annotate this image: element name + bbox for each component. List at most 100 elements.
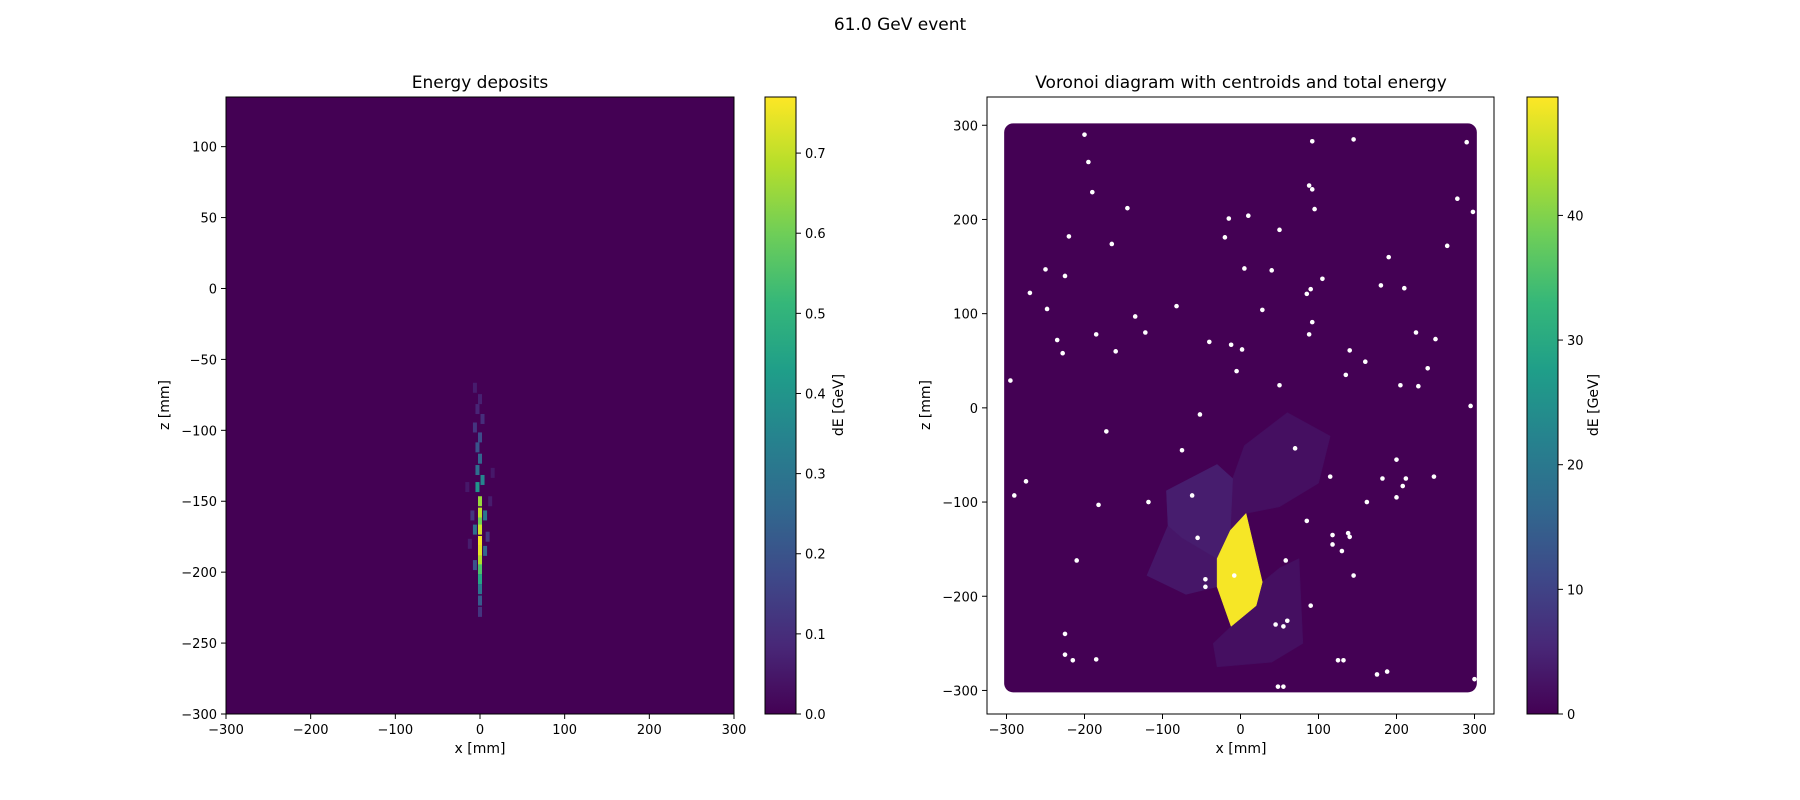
energy-deposit-bin <box>475 442 480 453</box>
centroid-point <box>1062 652 1068 657</box>
centroid-point <box>1285 618 1290 624</box>
centroid-point <box>1374 672 1380 677</box>
x-tick-label: 0 <box>1236 723 1244 738</box>
centroid-point <box>1433 336 1438 342</box>
voronoi-colorbar: 0 10 20 30 40 dE [GeV] <box>1526 96 1602 723</box>
colorbar-tick-label: 20 <box>1567 459 1584 474</box>
colorbar-tick-label: 0.3 <box>805 468 826 483</box>
x-tick-label: −300 <box>989 723 1025 738</box>
y-tick-label: −200 <box>181 566 217 581</box>
centroid-point <box>1246 213 1251 218</box>
colorbar-tick-label: 0.4 <box>805 387 826 402</box>
centroid-point <box>1327 474 1333 479</box>
centroid-point <box>1179 447 1185 453</box>
centroid-point <box>1330 542 1335 547</box>
centroid-point <box>1228 342 1234 348</box>
energy-deposit-bin <box>478 595 482 606</box>
centroid-point <box>1394 457 1399 462</box>
centroid-point <box>1320 276 1325 282</box>
energy-deposit-bin <box>478 584 482 595</box>
x-tick-label: −100 <box>377 723 413 738</box>
centroid-point <box>1146 499 1151 505</box>
y-tick-label: −300 <box>181 708 217 723</box>
energy-deposit-bin <box>478 507 482 518</box>
energy-deposits-ylabel: z [mm] <box>157 380 173 430</box>
centroid-point <box>1281 624 1286 629</box>
left-colorbar-label: dE [GeV] <box>831 374 847 436</box>
y-tick-label: −200 <box>942 590 978 605</box>
centroid-point <box>1281 684 1286 689</box>
centroid-point <box>1343 372 1349 378</box>
energy-deposit-bin <box>485 531 490 542</box>
energy-deposits-title: Energy deposits <box>412 73 549 93</box>
energy-deposit-bin <box>467 538 472 549</box>
x-tick-label: −200 <box>1067 723 1103 738</box>
centroid-point <box>1062 631 1068 637</box>
centroid-point <box>1043 267 1048 272</box>
centroid-point <box>1082 132 1087 137</box>
right-colorbar-label: dE [GeV] <box>1586 374 1602 436</box>
centroid-point <box>1351 137 1356 142</box>
energy-deposit-bin <box>472 524 477 535</box>
centroid-point <box>1403 476 1409 481</box>
centroid-point <box>1444 243 1450 249</box>
energy-deposit-bin <box>478 496 482 507</box>
centroid-point <box>1273 622 1278 627</box>
voronoi-y-ticks: −300 −200 −100 0 100 200 300 <box>942 119 987 699</box>
centroid-point <box>1347 348 1352 353</box>
y-tick-label: −100 <box>181 424 217 439</box>
centroid-point <box>1125 205 1130 211</box>
centroid-point <box>1304 291 1310 297</box>
x-tick-label: 100 <box>1306 723 1331 738</box>
y-tick-label: 100 <box>192 141 217 156</box>
centroid-point <box>1074 558 1079 563</box>
centroid-point <box>1132 314 1138 319</box>
centroid-point <box>1308 603 1313 608</box>
y-tick-label: 300 <box>953 119 978 134</box>
energy-deposits-plot-area <box>226 97 734 714</box>
centroid-point <box>1380 476 1385 481</box>
colorbar-tick-label: 0.0 <box>805 708 826 723</box>
energy-deposit-bin <box>478 453 482 464</box>
x-tick-label: −200 <box>293 723 329 738</box>
centroid-point <box>1222 235 1228 240</box>
centroid-point <box>1143 330 1148 335</box>
y-tick-label: −300 <box>942 684 978 699</box>
centroid-point <box>1306 332 1312 337</box>
colorbar-tick-label: 10 <box>1567 583 1584 598</box>
voronoi-background-region <box>1004 123 1477 693</box>
energy-deposit-bin <box>478 517 482 528</box>
x-tick-label: 200 <box>1384 723 1409 738</box>
left-colorbar-ticks: 0.0 0.1 0.2 0.3 0.4 0.5 0.6 0.7 <box>796 147 826 723</box>
centroid-point <box>1174 303 1179 309</box>
centroid-point <box>1226 216 1232 221</box>
colorbar-tick-label: 0.1 <box>805 628 826 643</box>
figure-suptitle: 61.0 GeV event <box>834 15 967 35</box>
right-colorbar-ticks: 0 10 20 30 40 <box>1558 209 1584 723</box>
centroid-point <box>1197 412 1203 417</box>
centroid-point <box>1306 183 1312 188</box>
x-tick-label: −300 <box>208 723 244 738</box>
voronoi-x-ticks: −300 −200 −100 0 100 200 300 <box>989 714 1487 738</box>
centroid-point <box>1283 558 1289 563</box>
centroid-point <box>1109 241 1115 247</box>
centroid-point <box>1308 286 1313 292</box>
voronoi-ylabel: z [mm] <box>918 380 934 430</box>
centroid-point <box>1416 383 1421 389</box>
centroid-point <box>1203 584 1208 590</box>
x-tick-label: 200 <box>637 723 662 738</box>
colorbar-tick-label: 30 <box>1567 334 1584 349</box>
centroid-point <box>1472 676 1477 682</box>
energy-deposits-colorbar: 0.0 0.1 0.2 0.3 0.4 0.5 0.6 0.7 dE [GeV] <box>764 96 847 723</box>
centroid-point <box>1096 502 1101 508</box>
centroid-point <box>1113 349 1118 354</box>
centroid-point <box>1275 684 1281 689</box>
centroid-point <box>1339 548 1345 554</box>
centroid-point <box>1234 368 1239 374</box>
energy-deposit-bin <box>478 564 482 575</box>
energy-deposit-bin <box>478 432 482 443</box>
voronoi-title: Voronoi diagram with centroids and total… <box>1035 73 1447 93</box>
colorbar-tick-label: 0.5 <box>805 307 826 322</box>
centroid-point <box>1309 319 1315 325</box>
energy-deposit-bin <box>488 496 493 507</box>
